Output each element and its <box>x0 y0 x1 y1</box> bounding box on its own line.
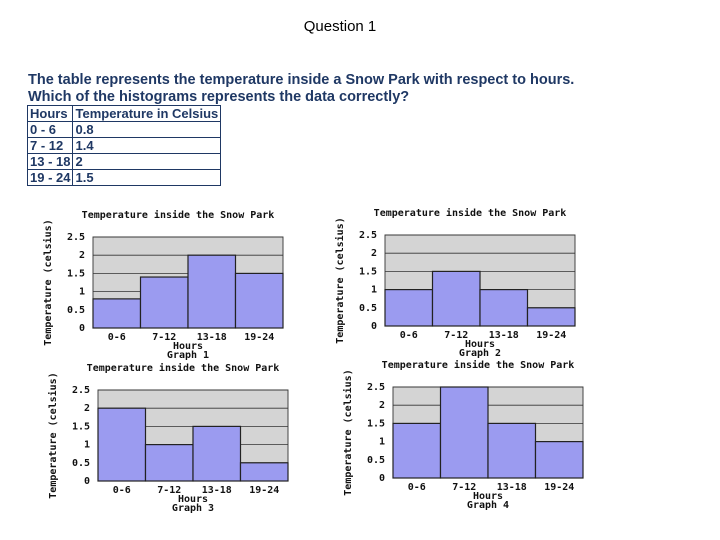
x-axis-label: Hours <box>173 341 203 352</box>
y-tick-label: 2 <box>79 250 85 261</box>
y-tick-label: 1.5 <box>367 418 385 429</box>
table-row: 0 - 6 0.8 <box>26 121 222 138</box>
x-tick-label: 7-12 <box>444 330 468 341</box>
x-tick-label: 19-24 <box>244 332 274 343</box>
table-row: 19 - 24 1.5 <box>26 169 222 186</box>
bar <box>439 386 489 479</box>
bar <box>187 254 237 329</box>
table-cell: 19 - 24 <box>26 169 74 186</box>
x-tick-label: 7-12 <box>157 485 181 496</box>
bar <box>487 422 537 479</box>
y-tick-label: 0.5 <box>367 455 385 466</box>
x-tick-label: 19-24 <box>536 330 566 341</box>
y-tick-label: 2.5 <box>359 230 377 241</box>
table-header: Hours Temperature in Celsius <box>26 105 222 122</box>
y-axis-label: Temperature (celsius) <box>342 369 354 495</box>
chart-caption: Graph 1 <box>167 350 209 361</box>
x-tick-label: 7-12 <box>152 332 176 343</box>
chart-title: Temperature inside the Snow Park <box>87 362 280 374</box>
bar <box>431 270 481 327</box>
y-tick-label: 0.5 <box>67 305 85 316</box>
y-axis-label: Temperature (celsius) <box>334 217 346 343</box>
table-cell: 13 - 18 <box>26 153 74 170</box>
y-tick-label: 1 <box>379 437 385 448</box>
y-tick-label: 2 <box>371 248 377 259</box>
header-cell: Hours <box>26 105 74 122</box>
slide-title: Question 1 <box>303 18 377 35</box>
table-row: 13 - 18 2 <box>26 153 222 170</box>
question-line: Which of the histograms represents the d… <box>28 89 410 105</box>
bar <box>192 425 242 482</box>
table-cell: 1.5 <box>72 169 222 186</box>
x-axis-label: Hours <box>465 339 495 350</box>
y-tick-label: 2 <box>379 400 385 411</box>
chart-caption: Graph 3 <box>172 503 214 514</box>
y-axis-label: Temperature (celsius) <box>47 372 59 498</box>
table-cell: 0 - 6 <box>26 121 74 138</box>
y-tick-label: 2 <box>84 403 90 414</box>
bar <box>144 444 194 482</box>
bar <box>534 441 584 479</box>
chart-title: Temperature inside the Snow Park <box>82 209 275 221</box>
y-tick-label: 2.5 <box>67 232 85 243</box>
y-tick-label: 1.5 <box>67 268 85 279</box>
y-tick-label: 0 <box>379 473 385 484</box>
x-tick-label: 13-18 <box>202 485 232 496</box>
bar <box>234 272 284 329</box>
y-tick-label: 0 <box>84 476 90 487</box>
y-tick-label: 2.5 <box>72 385 90 396</box>
y-tick-label: 1 <box>79 287 85 298</box>
bar <box>526 307 576 327</box>
y-axis-label: Temperature (celsius) <box>42 219 54 345</box>
y-tick-label: 0 <box>79 323 85 334</box>
bar <box>384 289 434 327</box>
y-tick-label: 1.5 <box>359 266 377 277</box>
x-tick-label: 0-6 <box>113 485 131 496</box>
y-tick-label: 1.5 <box>72 421 90 432</box>
x-tick-label: 19-24 <box>249 485 279 496</box>
question: The table represents the temperature ins… <box>28 72 698 106</box>
bar <box>479 289 529 327</box>
header-cell: Temperature in Celsius <box>72 105 222 122</box>
x-tick-label: 0-6 <box>400 330 418 341</box>
x-tick-label: 13-18 <box>497 482 527 493</box>
chart-caption: Graph 2 <box>459 348 501 359</box>
x-tick-label: 13-18 <box>197 332 227 343</box>
chart-title: Temperature inside the Snow Park <box>382 359 575 371</box>
x-tick-label: 19-24 <box>544 482 574 493</box>
bar <box>97 407 147 482</box>
question-line: The table represents the temperature ins… <box>28 72 575 88</box>
y-tick-label: 1 <box>371 285 377 296</box>
bar <box>239 462 289 482</box>
y-tick-label: 0.5 <box>72 458 90 469</box>
y-tick-label: 0.5 <box>359 303 377 314</box>
bar <box>92 298 142 329</box>
bar <box>139 276 189 329</box>
table-body: 0 - 6 0.8 7 - 12 1.4 13 - 18 2 19 - 24 1.5 <box>26 121 222 186</box>
y-tick-label: 2.5 <box>367 382 385 393</box>
chart-title: Temperature inside the Snow Park <box>374 207 567 219</box>
x-tick-label: 13-18 <box>489 330 519 341</box>
y-tick-label: 1 <box>84 440 90 451</box>
x-axis-label: Hours <box>473 491 503 502</box>
x-tick-label: 0-6 <box>408 482 426 493</box>
y-tick-label: 0 <box>371 321 377 332</box>
x-tick-label: 0-6 <box>108 332 126 343</box>
x-tick-label: 7-12 <box>452 482 476 493</box>
x-axis-label: Hours <box>178 494 208 505</box>
data-table: Hours Temperature in Celsius 0 - 6 0.8 7 -… <box>26 105 222 186</box>
bar <box>392 422 442 479</box>
chart-caption: Graph 4 <box>467 500 509 511</box>
